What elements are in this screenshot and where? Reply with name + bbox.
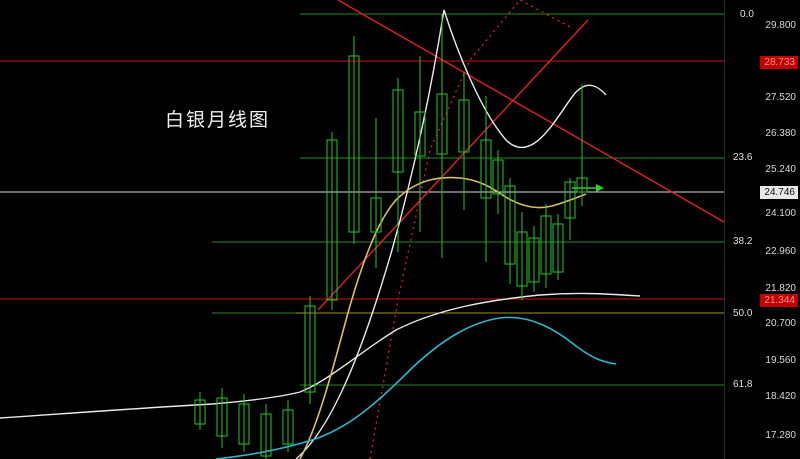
y-axis-tick: 27.520 <box>765 92 796 103</box>
chart-title: 白银月线图 <box>165 109 271 131</box>
fib-label-382: 38.2 <box>733 236 753 247</box>
axis-divider <box>724 0 725 459</box>
last-price-marker <box>572 184 604 192</box>
y-axis-tick: 25.240 <box>765 164 796 175</box>
y-axis-tick: 19.560 <box>765 355 796 366</box>
fib-label-618: 61.8 <box>733 379 753 390</box>
y-axis-tick: 18.420 <box>765 391 796 402</box>
y-axis-tick: 20.700 <box>765 318 796 329</box>
y-axis-tick: 17.280 <box>765 430 796 441</box>
price-tag-resistance: 28.733 <box>760 56 798 69</box>
price-tag-last: 24.746 <box>760 186 798 199</box>
y-axis-tick: 24.100 <box>765 208 796 219</box>
price-tag-support: 21.344 <box>760 294 798 307</box>
y-axis-tick: 22.960 <box>765 246 796 257</box>
y-axis-tick: 29.800 <box>765 20 796 31</box>
fib-label-236: 23.6 <box>733 152 753 163</box>
fib-label-0: 0.0 <box>740 9 754 20</box>
y-axis-tick: 21.820 <box>765 283 796 294</box>
y-axis-tick: 26.380 <box>765 128 796 139</box>
fib-label-500: 50.0 <box>733 308 753 319</box>
